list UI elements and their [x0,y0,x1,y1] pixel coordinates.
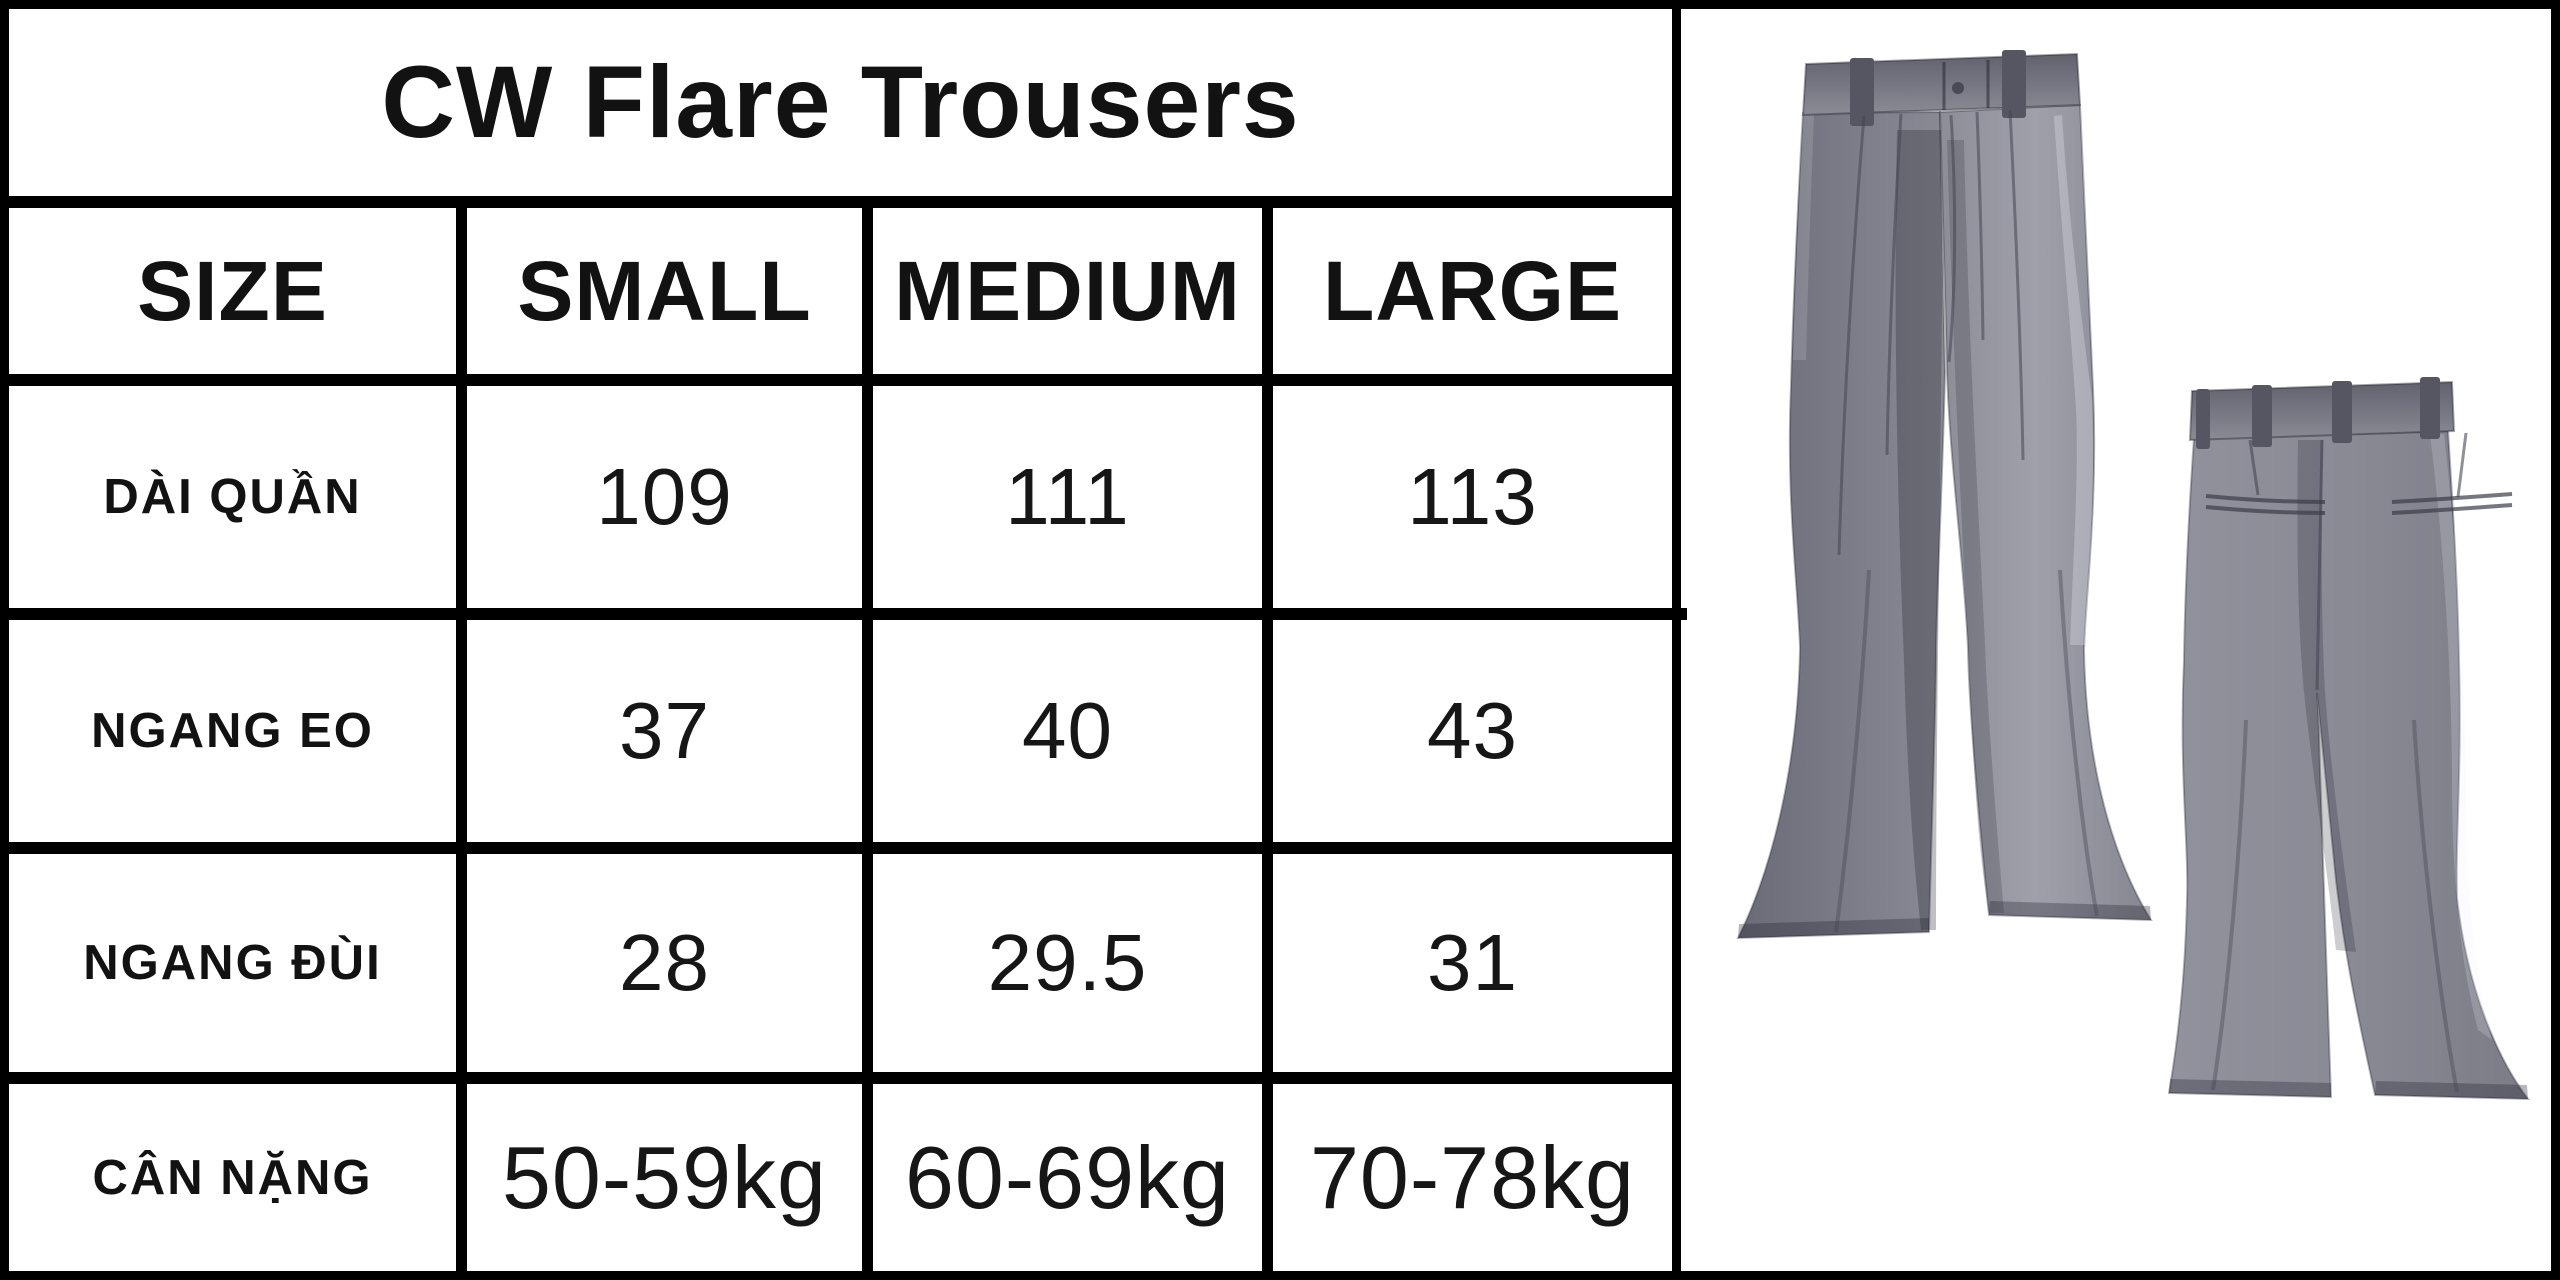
table-cell: 50-59kg [467,1084,862,1271]
column-header-size: SIZE [9,208,456,374]
table-cell: 111 [873,386,1262,608]
table-cell: 70-78kg [1273,1084,1672,1271]
back-waistband [2188,380,2456,442]
front-left-leg [1736,110,1947,940]
table-title: CW Flare Trousers [9,9,1672,196]
table-cell: 109 [467,386,862,608]
row-label-dai-quan: DÀI QUẦN [9,386,456,608]
front-right-leg [1938,103,2153,922]
back-crease-lines [2211,719,2459,1093]
product-photos [1736,50,2531,1101]
column-header-small: SMALL [467,208,862,374]
front-waistband [1801,52,2082,117]
fly-button [1952,82,1964,94]
row-label-ngang-dui: NGANG ĐÙI [9,854,456,1072]
table-cell: 29.5 [873,854,1262,1072]
back-pocket-left [2205,494,2326,504]
back-pocket-right [2391,492,2513,504]
trousers-back-image [2167,377,2531,1101]
table-cell: 40 [873,620,1262,842]
front-belt-loop [2002,50,2026,118]
front-crease-lines [1834,569,2099,933]
back-pockets [2205,492,2513,515]
table-cell: 43 [1273,620,1672,842]
trousers-front-image [1736,50,2153,940]
table-cell: 60-69kg [873,1084,1262,1271]
back-belt-loop [2332,381,2352,443]
column-header-large: LARGE [1273,208,1672,374]
table-cell: 31 [1273,854,1672,1072]
row-label-can-nang: CÂN NẶNG [9,1084,456,1271]
back-body [2167,429,2531,1101]
size-table: CW Flare Trousers SIZE SMALL MEDIUM LARG… [0,0,1681,1280]
back-belt-loop [2252,385,2272,447]
table-cell: 28 [467,854,862,1072]
back-belt-loop [2196,389,2210,449]
front-belt-loop [1850,58,1874,126]
row-label-ngang-eo: NGANG EO [9,620,456,842]
table-cell: 113 [1273,386,1672,608]
back-seam-lines [2248,432,2468,691]
row-divider-stub [1672,608,1687,620]
back-belt-loop [2420,377,2440,439]
front-seam-lines [1837,109,2025,556]
column-header-medium: MEDIUM [873,208,1262,374]
table-cell: 37 [467,620,862,842]
